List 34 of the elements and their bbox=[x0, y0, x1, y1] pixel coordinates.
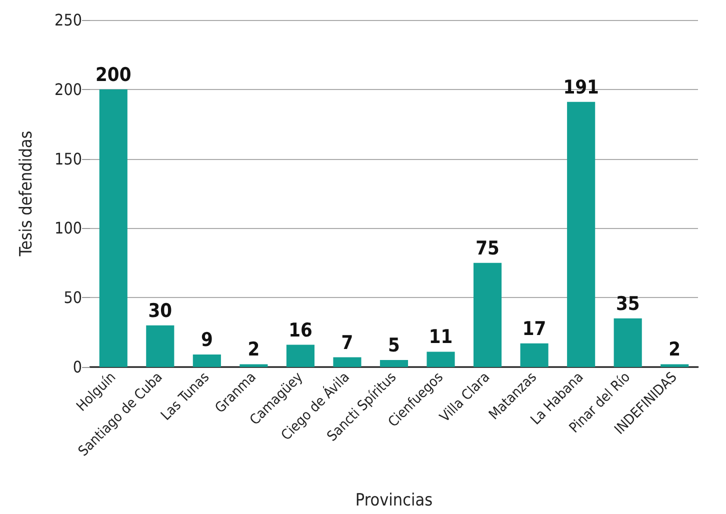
bar bbox=[426, 352, 455, 367]
bar bbox=[520, 343, 548, 367]
bar bbox=[286, 344, 314, 367]
bar bbox=[240, 364, 268, 367]
data-label: 7 bbox=[341, 332, 354, 354]
bar bbox=[146, 325, 174, 367]
y-tick-label: 50 bbox=[64, 288, 82, 308]
x-axis-title: Provincias bbox=[355, 490, 433, 510]
data-label: 16 bbox=[288, 319, 312, 342]
bar bbox=[99, 89, 128, 367]
bar bbox=[333, 357, 362, 367]
data-label: 200 bbox=[96, 64, 132, 86]
y-tick-label: 0 bbox=[72, 358, 82, 376]
data-label: 11 bbox=[428, 326, 453, 348]
data-label: 5 bbox=[388, 334, 400, 357]
data-label: 191 bbox=[563, 76, 599, 98]
bar bbox=[380, 360, 408, 367]
bar bbox=[660, 364, 689, 367]
y-tick-label: 150 bbox=[54, 149, 82, 168]
bar bbox=[192, 354, 221, 367]
y-axis-title: Tesis defendidas bbox=[16, 130, 36, 258]
y-tick-label: 100 bbox=[54, 218, 82, 238]
bar bbox=[474, 262, 502, 367]
data-label: 30 bbox=[148, 300, 172, 322]
data-label: 75 bbox=[476, 237, 500, 260]
y-tick-label: 250 bbox=[54, 10, 82, 30]
data-label: 2 bbox=[248, 338, 260, 361]
data-label: 2 bbox=[668, 338, 681, 361]
data-label: 35 bbox=[616, 292, 640, 315]
data-label: 17 bbox=[522, 318, 546, 340]
data-label: 9 bbox=[200, 329, 213, 352]
y-tick-label: 200 bbox=[54, 80, 82, 99]
bar bbox=[614, 318, 642, 367]
bar bbox=[567, 102, 596, 367]
